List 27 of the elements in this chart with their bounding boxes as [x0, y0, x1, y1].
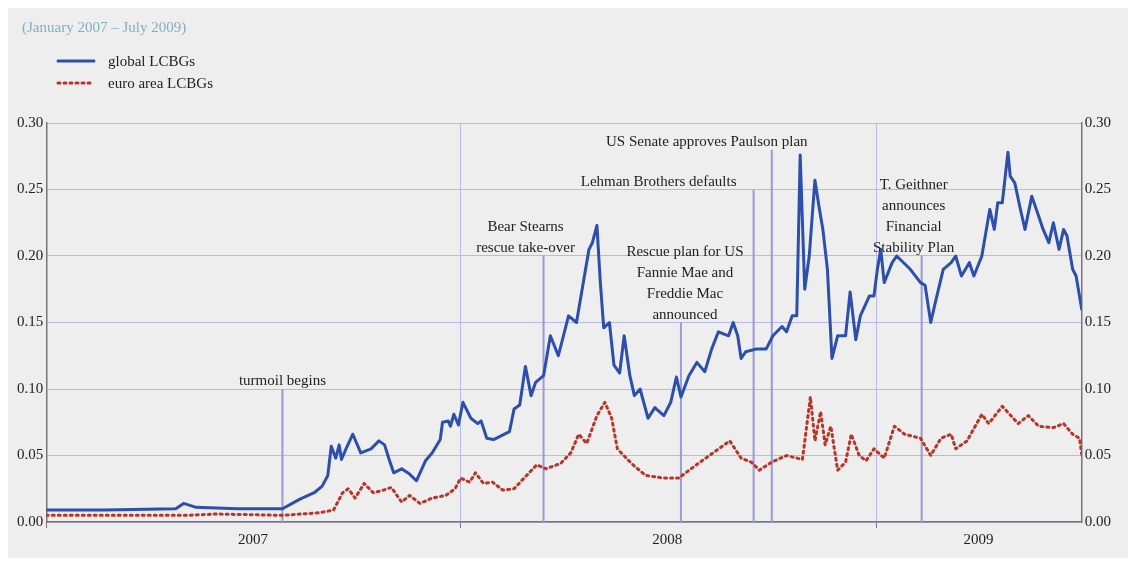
y-tick-label: 0.05	[17, 446, 44, 463]
y2-tick-label: 0.20	[1084, 246, 1111, 263]
ref-line-label: Bear Stearns rescue take-over	[476, 217, 575, 255]
ref-line-label: Lehman Brothers defaults	[580, 172, 737, 189]
ref-line-label: US Senate approves Paulson plan	[605, 132, 809, 149]
y2-tick-label: 0.15	[1084, 313, 1111, 330]
y2-tick-label: 0.25	[1084, 180, 1111, 197]
y2-tick-label: 0.10	[1084, 379, 1111, 396]
y-tick-label: 0.25	[17, 180, 44, 197]
y2-tick-label: 0.30	[1084, 113, 1111, 130]
line-series	[46, 395, 1082, 517]
chart-subtitle: (January 2007 – July 2009)	[22, 19, 187, 36]
legend-label: euro area LCBGs	[108, 75, 214, 91]
x-tick-label: 2008	[652, 530, 683, 547]
y2-tick-label: 0.05	[1084, 446, 1111, 463]
ref-line-label: turmoil begins	[238, 372, 327, 389]
ref-line-label: T. Geithner announces Financial Stability Plan	[873, 175, 955, 255]
y-tick-label: 0.10	[17, 379, 44, 396]
y2-tick-label: 0.00	[1084, 512, 1111, 529]
y-tick-label: 0.30	[17, 113, 44, 130]
x-tick-label: 2009	[963, 530, 994, 547]
y-tick-label: 0.20	[17, 246, 44, 263]
legend-label: global LCBGs	[108, 53, 196, 69]
x-tick-label: 2007	[237, 530, 269, 547]
y-tick-label: 0.15	[17, 313, 44, 330]
ref-line-label: Rescue plan for US Fannie Mae and Freddie Mac announced	[626, 242, 744, 322]
y-tick-label: 0.00	[17, 512, 44, 529]
